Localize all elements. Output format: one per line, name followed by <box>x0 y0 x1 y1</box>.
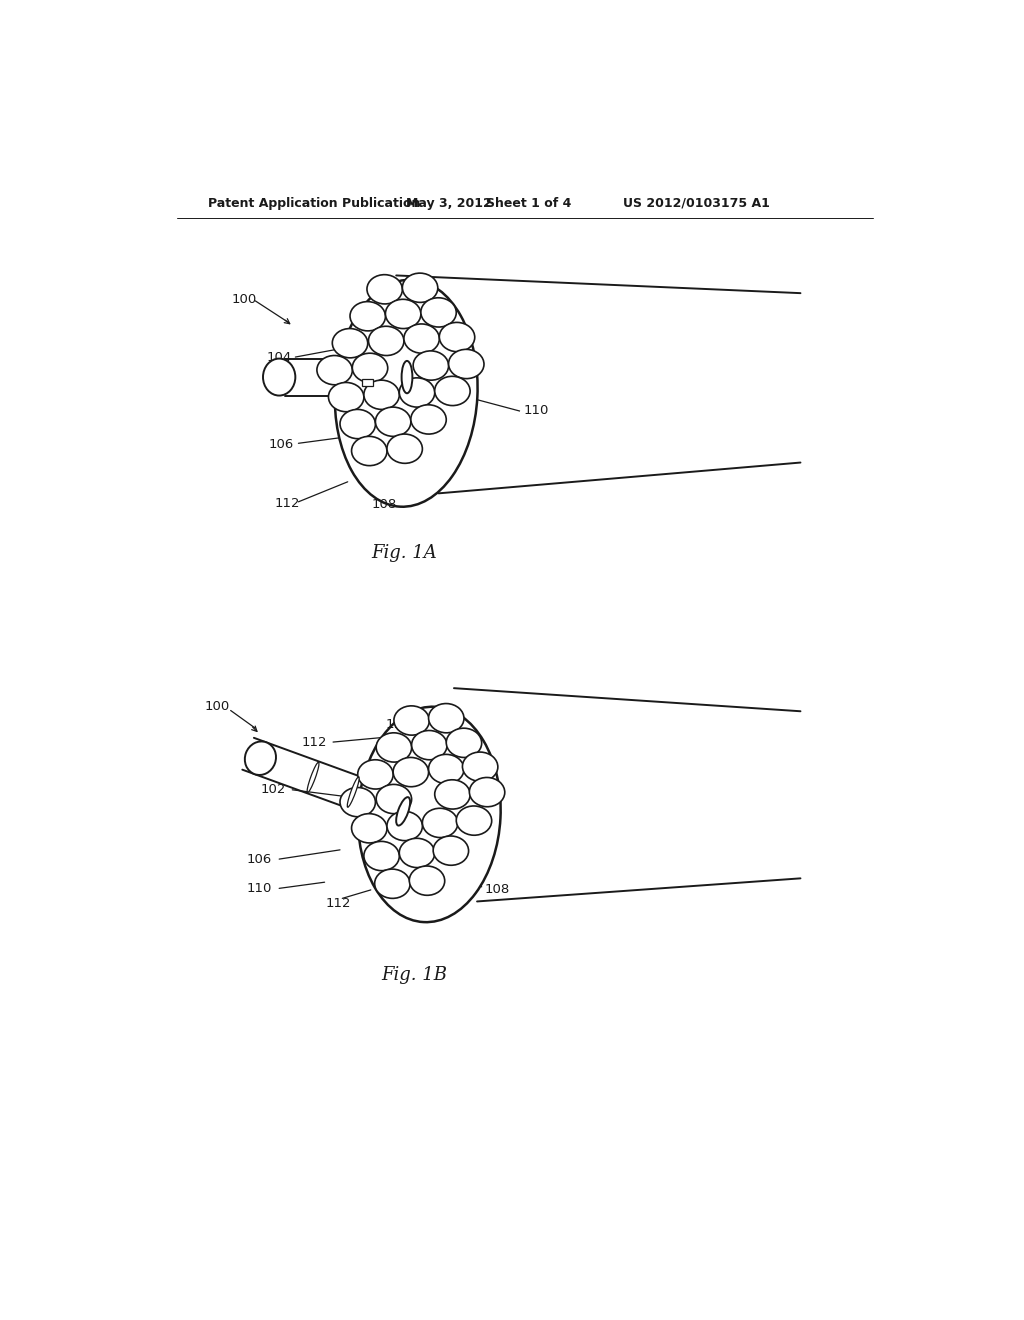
Ellipse shape <box>350 301 385 331</box>
Ellipse shape <box>351 437 387 466</box>
Text: Patent Application Publication: Patent Application Publication <box>208 197 420 210</box>
Ellipse shape <box>401 360 413 393</box>
Ellipse shape <box>369 326 403 355</box>
Ellipse shape <box>245 742 276 775</box>
Bar <box>361 379 373 385</box>
Text: 110: 110 <box>523 404 549 417</box>
Text: 112: 112 <box>301 735 327 748</box>
Text: 100: 100 <box>204 700 229 713</box>
Ellipse shape <box>307 762 319 792</box>
Text: 104: 104 <box>267 351 292 363</box>
Ellipse shape <box>410 866 444 895</box>
Ellipse shape <box>316 355 352 385</box>
Ellipse shape <box>435 376 470 405</box>
Text: 106: 106 <box>268 438 294 451</box>
Ellipse shape <box>411 405 446 434</box>
Ellipse shape <box>446 729 481 758</box>
Ellipse shape <box>457 807 492 836</box>
Ellipse shape <box>399 378 435 407</box>
Text: 100: 100 <box>231 293 257 306</box>
Ellipse shape <box>351 813 387 843</box>
Ellipse shape <box>463 752 498 781</box>
Text: Fig. 1B: Fig. 1B <box>381 966 446 983</box>
Ellipse shape <box>435 780 470 809</box>
Ellipse shape <box>439 322 475 351</box>
Ellipse shape <box>347 776 359 808</box>
Text: 102: 102 <box>261 783 286 796</box>
Ellipse shape <box>387 434 422 463</box>
Ellipse shape <box>449 350 484 379</box>
Text: 112: 112 <box>386 718 412 731</box>
Ellipse shape <box>357 760 393 789</box>
Ellipse shape <box>358 706 501 923</box>
Ellipse shape <box>393 758 429 787</box>
Ellipse shape <box>333 329 368 358</box>
Text: US 2012/0103175 A1: US 2012/0103175 A1 <box>624 197 770 210</box>
Ellipse shape <box>422 808 458 838</box>
Ellipse shape <box>376 733 412 762</box>
Text: Sheet 1 of 4: Sheet 1 of 4 <box>486 197 571 210</box>
Ellipse shape <box>364 841 399 871</box>
Ellipse shape <box>429 754 464 784</box>
Ellipse shape <box>469 777 505 807</box>
Text: Fig. 1A: Fig. 1A <box>371 544 437 561</box>
Ellipse shape <box>433 836 469 866</box>
Ellipse shape <box>396 797 410 825</box>
Ellipse shape <box>364 380 399 409</box>
Ellipse shape <box>387 812 422 841</box>
Ellipse shape <box>352 354 388 383</box>
Ellipse shape <box>429 704 464 733</box>
Ellipse shape <box>412 730 447 760</box>
Ellipse shape <box>376 407 411 437</box>
Ellipse shape <box>329 383 364 412</box>
Ellipse shape <box>375 869 410 899</box>
Ellipse shape <box>340 788 376 817</box>
Ellipse shape <box>421 298 457 327</box>
Text: 110: 110 <box>247 882 272 895</box>
Ellipse shape <box>263 359 295 396</box>
Ellipse shape <box>335 280 477 507</box>
Text: 108: 108 <box>484 883 510 896</box>
Text: 106: 106 <box>247 853 272 866</box>
Ellipse shape <box>403 323 439 354</box>
Ellipse shape <box>385 300 421 329</box>
Ellipse shape <box>402 273 438 302</box>
Text: May 3, 2012: May 3, 2012 <box>407 197 492 210</box>
Text: 112: 112 <box>326 898 351 911</box>
Ellipse shape <box>376 784 412 813</box>
Ellipse shape <box>340 409 376 438</box>
Text: 112: 112 <box>274 496 300 510</box>
Ellipse shape <box>367 275 402 304</box>
Ellipse shape <box>399 838 435 867</box>
Ellipse shape <box>394 706 429 735</box>
Ellipse shape <box>413 351 449 380</box>
Text: 108: 108 <box>372 499 397 511</box>
